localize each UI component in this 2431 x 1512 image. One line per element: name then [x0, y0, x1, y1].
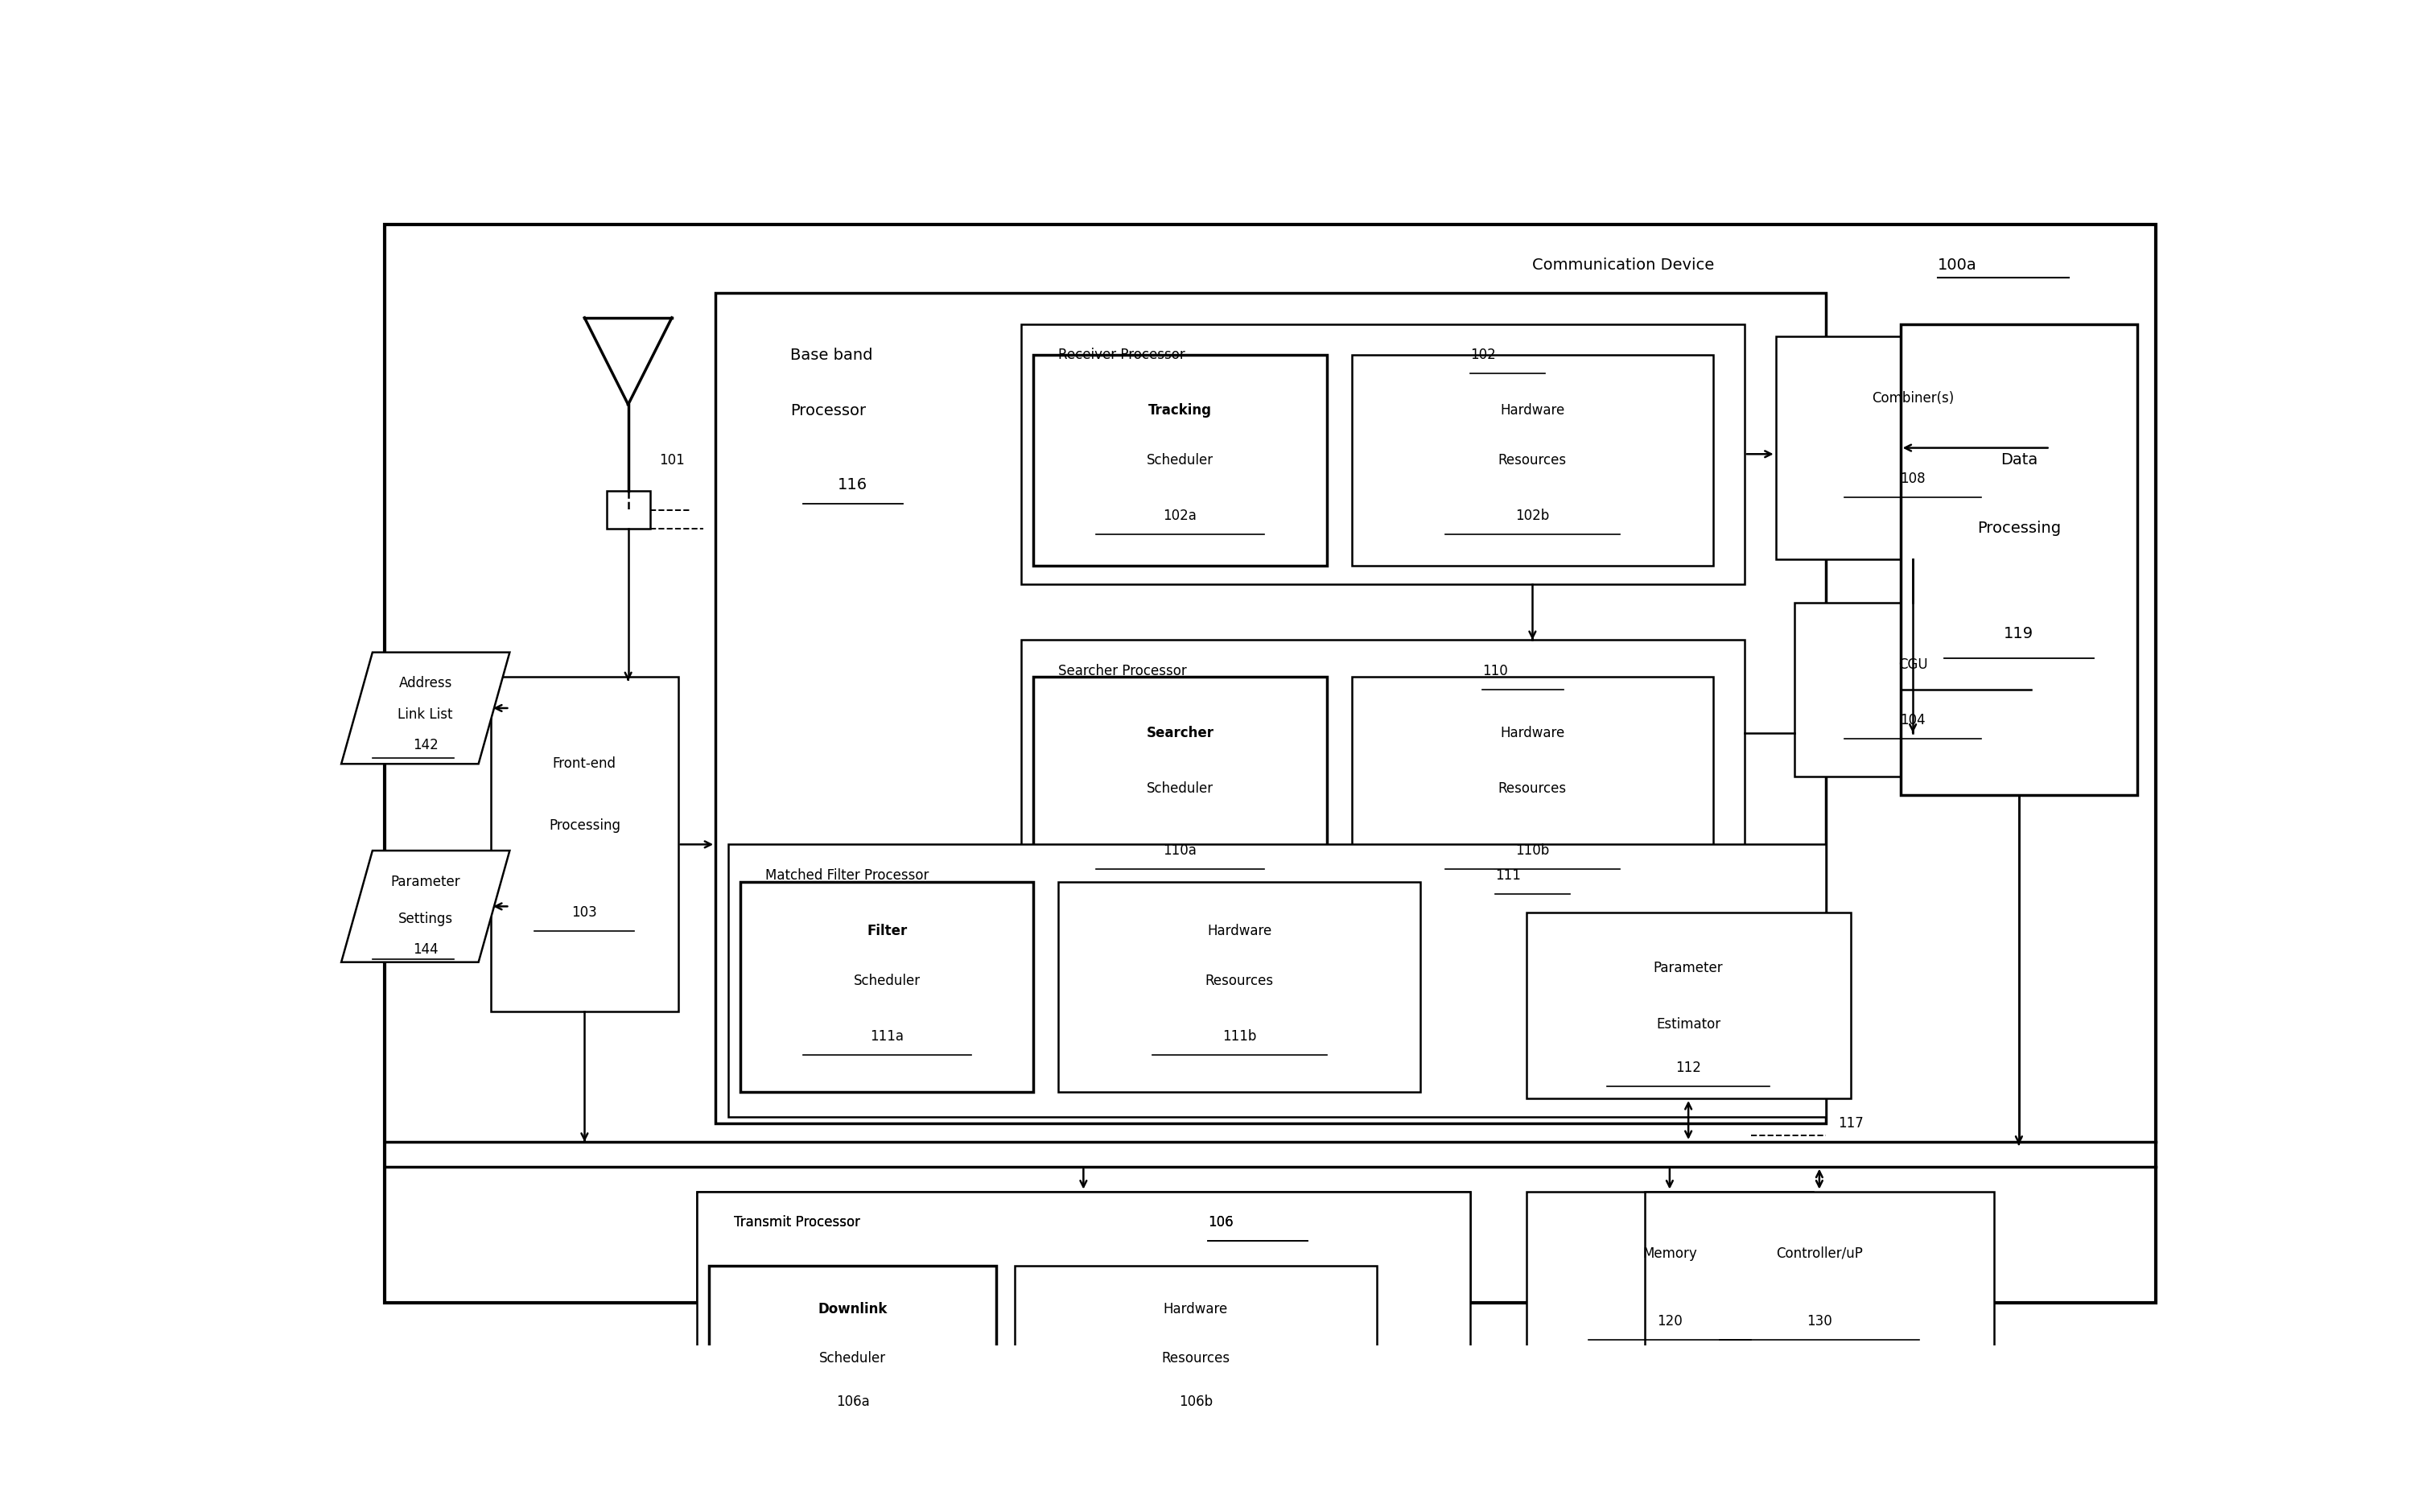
Text: Resources: Resources: [1162, 1352, 1230, 1365]
Text: Combiner(s): Combiner(s): [1872, 392, 1955, 405]
Bar: [710, 1266, 997, 1427]
Text: Hardware: Hardware: [1500, 404, 1566, 417]
Text: 130: 130: [1806, 1314, 1833, 1329]
Text: 142: 142: [413, 738, 438, 753]
Text: 111b: 111b: [1223, 1030, 1257, 1043]
Text: Scheduler: Scheduler: [1147, 454, 1213, 467]
Text: Transmit Processor: Transmit Processor: [734, 1216, 861, 1229]
Bar: [1014, 1266, 1376, 1427]
Text: Address: Address: [399, 676, 452, 691]
Text: Settings: Settings: [399, 912, 452, 925]
Text: 110b: 110b: [1515, 844, 1549, 857]
Text: Controller/uP: Controller/uP: [1777, 1246, 1862, 1261]
Text: Searcher Processor: Searcher Processor: [1057, 664, 1186, 679]
Text: Hardware: Hardware: [1500, 726, 1566, 741]
Text: CGU: CGU: [1899, 658, 1928, 671]
Text: Scheduler: Scheduler: [819, 1352, 887, 1365]
Text: Receiver Processor: Receiver Processor: [1057, 348, 1186, 363]
Text: 106: 106: [1208, 1216, 1233, 1229]
Bar: [1646, 1191, 1993, 1377]
Text: Memory: Memory: [1643, 1246, 1697, 1261]
Bar: [1352, 355, 1714, 565]
Text: Front-end: Front-end: [552, 756, 617, 771]
Polygon shape: [340, 652, 511, 764]
Text: Tracking: Tracking: [1147, 404, 1213, 417]
Text: 108: 108: [1901, 472, 1925, 485]
Text: 106a: 106a: [836, 1396, 870, 1409]
Bar: [1527, 913, 1850, 1098]
Bar: [1033, 355, 1327, 565]
Bar: [1057, 881, 1420, 1092]
Text: 112: 112: [1675, 1060, 1702, 1075]
Bar: [727, 844, 1826, 1117]
Text: 104: 104: [1901, 714, 1925, 727]
Bar: [491, 677, 678, 1012]
Bar: [1775, 336, 2049, 559]
Text: Resources: Resources: [1497, 782, 1566, 795]
Text: Parameter: Parameter: [391, 874, 459, 889]
Text: 100a: 100a: [1938, 257, 1976, 272]
Text: 103: 103: [571, 906, 598, 919]
Text: 117: 117: [1838, 1116, 1865, 1131]
Text: 110: 110: [1483, 664, 1507, 679]
Text: 102: 102: [1471, 348, 1495, 363]
Text: Hardware: Hardware: [1164, 1302, 1228, 1317]
Text: 111a: 111a: [870, 1030, 904, 1043]
Polygon shape: [340, 851, 511, 962]
Text: Link List: Link List: [399, 708, 452, 721]
Text: Scheduler: Scheduler: [1147, 782, 1213, 795]
Bar: [1021, 640, 1745, 937]
Text: 106: 106: [1208, 1216, 1233, 1229]
Text: 110a: 110a: [1164, 844, 1196, 857]
Bar: [715, 293, 1826, 1123]
Bar: [1527, 1191, 1814, 1377]
Text: Filter: Filter: [868, 924, 907, 939]
Text: Communication Device: Communication Device: [1532, 257, 1714, 272]
Text: 102b: 102b: [1515, 508, 1549, 523]
Text: 144: 144: [413, 942, 438, 957]
Text: Resources: Resources: [1206, 974, 1274, 987]
Text: 101: 101: [659, 454, 686, 467]
Text: Processing: Processing: [1976, 520, 2061, 537]
Bar: [1901, 324, 2137, 795]
Text: Scheduler: Scheduler: [853, 974, 921, 987]
Text: Processing: Processing: [549, 818, 620, 833]
Text: Downlink: Downlink: [817, 1302, 887, 1317]
Text: 102a: 102a: [1164, 508, 1196, 523]
Text: Parameter: Parameter: [1653, 962, 1724, 975]
Text: Base band: Base band: [790, 348, 873, 363]
Bar: [698, 1191, 1471, 1439]
Bar: [1794, 603, 2032, 776]
Text: Estimator: Estimator: [1656, 1018, 1721, 1031]
Bar: [1352, 677, 1714, 913]
Text: Hardware: Hardware: [1208, 924, 1271, 939]
Text: Searcher: Searcher: [1147, 726, 1213, 741]
Bar: [1033, 677, 1327, 913]
Text: 119: 119: [2003, 626, 2035, 641]
Text: 116: 116: [839, 478, 868, 493]
Bar: [698, 1191, 1471, 1303]
Text: 106b: 106b: [1179, 1396, 1213, 1409]
Text: Matched Filter Processor: Matched Filter Processor: [766, 868, 929, 883]
Text: Processor: Processor: [790, 404, 865, 419]
Text: 111: 111: [1495, 868, 1522, 883]
Bar: [1021, 324, 1745, 584]
Text: Data: Data: [2001, 452, 2037, 467]
Bar: [741, 881, 1033, 1092]
Text: Resources: Resources: [1497, 454, 1566, 467]
Bar: [605, 491, 649, 528]
Text: 120: 120: [1658, 1314, 1682, 1329]
Text: Transmit Processor: Transmit Processor: [734, 1216, 861, 1229]
